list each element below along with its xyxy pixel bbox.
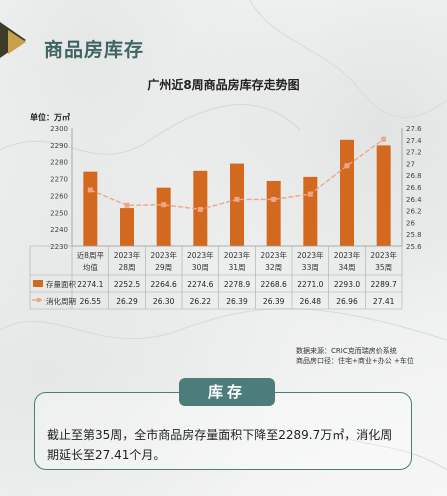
- y-left-tick-label: 2230: [50, 243, 68, 251]
- bar-stock-area: [230, 163, 244, 246]
- line-point-marker: [271, 196, 277, 202]
- line-value-label: 26.29: [116, 297, 138, 306]
- bar-value-label: 2293.0: [334, 280, 360, 289]
- line-point-marker: [307, 191, 313, 197]
- line-point-marker: [87, 187, 93, 193]
- summary-text: 截止至第35周，全市商品房存量面积下降至2289.7万㎡，消化周期延长至27.4…: [47, 428, 393, 462]
- line-point-marker: [124, 202, 130, 208]
- line-value-label: 26.48: [300, 297, 322, 306]
- y-right-tick-label: 27: [406, 160, 415, 168]
- y-right-tick-label: 26.4: [406, 196, 422, 204]
- bar-value-label: 2278.9: [224, 280, 250, 289]
- y-right-tick-label: 26.2: [406, 208, 422, 216]
- category-label: 2023年: [187, 250, 214, 260]
- unit-label: 单位：万㎡: [30, 113, 70, 122]
- category-label: 均值: [83, 262, 98, 272]
- category-label: 33周: [302, 263, 319, 272]
- y-left-tick-label: 2300: [50, 125, 68, 133]
- y-right-tick-label: 26.6: [406, 184, 422, 192]
- y-left-tick-label: 2280: [50, 159, 68, 167]
- category-label: 2023年: [370, 250, 397, 260]
- y-left-tick-label: 2290: [50, 142, 68, 150]
- line-value-label: 26.22: [190, 297, 212, 306]
- title-decoration-gold: [8, 30, 26, 54]
- line-value-label: 26.39: [263, 297, 285, 306]
- y-right-tick-label: 26.8: [406, 172, 422, 180]
- line-point-marker: [197, 206, 203, 212]
- category-label: 28周: [118, 263, 135, 272]
- y-right-tick-label: 27.6: [406, 125, 422, 133]
- line-point-marker: [381, 136, 387, 142]
- category-label: 近8周平: [77, 250, 105, 260]
- line-value-label: 27.41: [373, 297, 395, 306]
- legend-line-marker: [36, 298, 41, 302]
- category-label: 2023年: [114, 250, 141, 260]
- bar-stock-area: [303, 176, 318, 246]
- bar-value-label: 2268.6: [261, 280, 287, 289]
- y-right-tick-label: 27.4: [406, 137, 422, 145]
- line-value-label: 26.39: [226, 297, 248, 306]
- category-label: 2023年: [297, 250, 324, 260]
- bar-value-label: 2289.7: [371, 280, 397, 289]
- bar-stock-area: [156, 187, 171, 246]
- y-left-tick-label: 2270: [50, 176, 68, 184]
- legend-bar-label: 存量面积: [46, 279, 76, 289]
- line-value-label: 26.30: [153, 297, 175, 306]
- category-label: 34周: [338, 263, 355, 272]
- y-right-tick-label: 25.6: [406, 243, 422, 251]
- line-point-marker: [234, 196, 240, 202]
- bar-stock-area: [266, 180, 281, 246]
- y-right-tick-label: 25.8: [406, 231, 422, 239]
- bar-stock-area: [376, 145, 391, 246]
- category-label: 2023年: [150, 250, 177, 260]
- bar-value-label: 2274.1: [77, 280, 103, 289]
- line-point-marker: [344, 163, 350, 169]
- bar-value-label: 2252.5: [114, 280, 140, 289]
- source-text: 数据来源：CRIC克而瑞房价系统: [296, 347, 397, 355]
- bar-stock-area: [340, 139, 354, 246]
- section-title: 商品房库存: [44, 39, 145, 61]
- category-label: 29周: [155, 263, 172, 272]
- scope-text: 商品房口径：住宅+商业+办公 +车位: [296, 357, 414, 365]
- bar-value-label: 2264.6: [151, 280, 177, 289]
- y-left-tick-label: 2240: [50, 226, 68, 234]
- y-left-tick-label: 2250: [50, 209, 68, 217]
- category-label: 2023年: [260, 250, 287, 260]
- bar-stock-area: [83, 171, 98, 246]
- category-label: 35周: [375, 263, 392, 272]
- chart-title: 广州近8周商品房库存走势图: [147, 78, 300, 92]
- y-right-tick-label: 27.2: [406, 149, 422, 157]
- y-left-tick-label: 2260: [50, 192, 68, 200]
- y-right-tick-label: 26: [406, 219, 415, 227]
- category-label: 32周: [265, 263, 282, 272]
- bar-value-label: 2271.0: [297, 280, 323, 289]
- legend-bar-swatch: [33, 280, 43, 287]
- category-label: 30周: [192, 263, 209, 272]
- summary-tag: 库存: [179, 378, 275, 406]
- line-value-label: 26.96: [336, 297, 358, 306]
- category-label: 2023年: [334, 250, 361, 260]
- bar-stock-area: [120, 208, 134, 246]
- bar-value-label: 2274.6: [187, 280, 213, 289]
- line-point-marker: [161, 202, 167, 208]
- line-value-label: 26.55: [80, 297, 102, 306]
- legend-line-label: 消化周期: [46, 296, 76, 306]
- category-label: 2023年: [224, 250, 251, 260]
- category-label: 31周: [228, 263, 245, 272]
